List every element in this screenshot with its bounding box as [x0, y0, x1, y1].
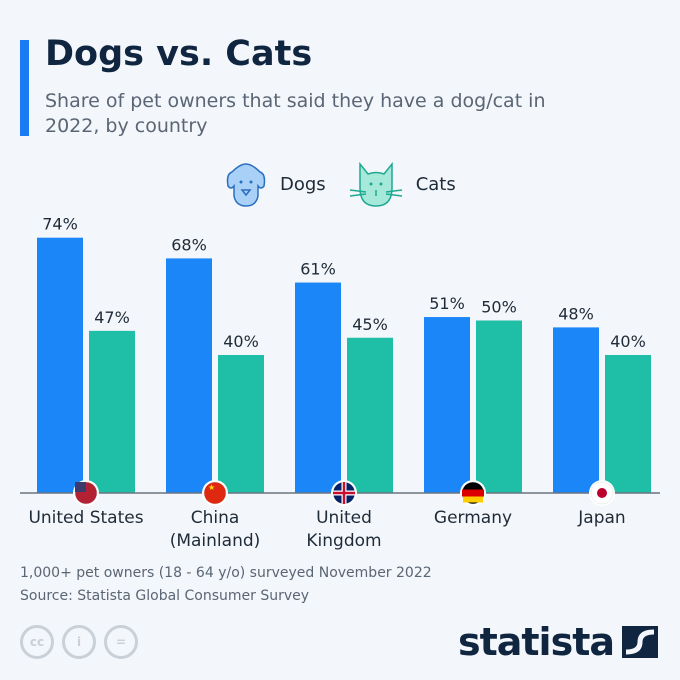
- legend-dogs-label: Dogs: [280, 173, 326, 195]
- chart-subtitle: Share of pet owners that said they have …: [45, 90, 546, 137]
- bar-dogs: [37, 237, 83, 493]
- dog-icon: [226, 163, 266, 207]
- statista-mark-icon: [622, 626, 658, 658]
- data-label: 47%: [94, 308, 130, 327]
- data-label: 45%: [352, 315, 388, 334]
- category-label: China: [191, 508, 240, 528]
- attribution-icon: i: [62, 625, 96, 659]
- flag-icon: [75, 482, 86, 492]
- data-label: 40%: [223, 332, 259, 351]
- brand-name: statista: [457, 620, 615, 664]
- category-label: Kingdom: [306, 531, 381, 551]
- category-label: Japan: [577, 508, 625, 528]
- category-label: United States: [28, 508, 143, 528]
- source-note: Source: Statista Global Consumer Survey: [20, 588, 310, 604]
- flag-icon: [597, 488, 607, 498]
- flag-icon: [333, 482, 355, 504]
- footnote: 1,000+ pet owners (18 - 64 y/o) surveyed…: [20, 565, 432, 581]
- chart-title: Dogs vs. Cats: [45, 34, 313, 74]
- legend-cats-label: Cats: [415, 173, 456, 195]
- bar-dogs: [166, 258, 212, 493]
- data-label: 48%: [558, 304, 594, 323]
- data-label: 50%: [481, 298, 517, 317]
- bar-dogs: [424, 317, 470, 493]
- bar-dogs: [553, 327, 599, 493]
- flag-icon: ★: [208, 483, 215, 492]
- no-derivatives-icon: =: [104, 625, 138, 659]
- bar-cats: [89, 330, 135, 493]
- flag-icon: [462, 489, 484, 497]
- statista-logo: statista: [458, 620, 658, 664]
- data-label: 40%: [610, 332, 646, 351]
- data-label: 68%: [171, 235, 207, 254]
- bar-cats: [347, 337, 393, 493]
- data-label: 61%: [300, 260, 336, 279]
- flag-icon: [463, 496, 483, 503]
- category-label: United: [316, 508, 372, 528]
- flag-icon: [203, 481, 227, 505]
- cc-icon: cc: [20, 625, 54, 659]
- category-label: Germany: [434, 508, 512, 528]
- title-accent-bar: [20, 40, 29, 136]
- bar-dogs: [295, 282, 341, 493]
- bar-cats: [476, 320, 522, 493]
- cat-icon: [349, 161, 402, 207]
- data-label: 74%: [42, 215, 78, 234]
- category-label: (Mainland): [170, 531, 261, 551]
- legend: Dogs Cats: [222, 160, 476, 208]
- bar-cats: [605, 355, 651, 493]
- bar-cats: [218, 355, 264, 493]
- data-label: 51%: [429, 294, 465, 313]
- license-icons: cc i =: [20, 625, 138, 659]
